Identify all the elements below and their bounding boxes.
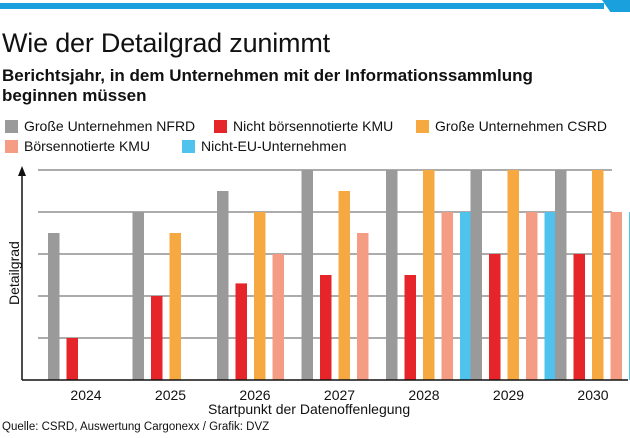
source-note: Quelle: CSRD, Auswertung Cargonexx / Gra… bbox=[2, 421, 270, 433]
bar bbox=[610, 212, 622, 380]
legend-label: Nicht börsennotierte KMU bbox=[233, 118, 394, 134]
bar bbox=[592, 170, 604, 380]
x-tick-labels: 2024 2025 2026 2027 2028 2029 2030 bbox=[70, 387, 608, 403]
bar bbox=[151, 296, 163, 380]
bar bbox=[272, 254, 284, 380]
bar bbox=[357, 233, 369, 380]
bar bbox=[169, 233, 181, 380]
bar bbox=[404, 275, 416, 380]
bar-chart: 2024 2025 2026 2027 2028 2029 2030 Startpunkt … bbox=[6, 166, 630, 417]
legend-item-nfrd: Große Unternehmen NFRD bbox=[5, 118, 195, 134]
accent-flag bbox=[602, 0, 630, 12]
accent-band bbox=[0, 3, 604, 9]
bar bbox=[235, 283, 247, 380]
chart-title: Wie der Detailgrad zunimmt bbox=[2, 28, 330, 58]
bar bbox=[544, 212, 556, 380]
axes bbox=[18, 166, 628, 381]
top-accent-bar bbox=[0, 0, 630, 12]
legend-label: Börsennotierte KMU bbox=[24, 138, 151, 154]
bar bbox=[66, 338, 78, 380]
bar bbox=[441, 212, 453, 380]
bars bbox=[48, 170, 630, 380]
legend-swatch bbox=[416, 119, 429, 133]
legend-swatch bbox=[214, 119, 227, 133]
x-tick-label: 2029 bbox=[493, 387, 524, 403]
legend-item-kmu-boerse: Börsennotierte KMU bbox=[5, 138, 150, 154]
bar bbox=[301, 170, 313, 380]
legend-swatch bbox=[5, 139, 18, 153]
bar bbox=[254, 212, 266, 380]
bar bbox=[423, 170, 435, 380]
y-axis-arrow bbox=[18, 166, 26, 176]
legend-item-csrd: Große Unternehmen CSRD bbox=[416, 118, 607, 134]
bar bbox=[338, 191, 350, 380]
legend-item-kmu-nicht-boerse: Nicht börsennotierte KMU bbox=[214, 118, 393, 134]
bar bbox=[573, 254, 585, 380]
legend-label: Nicht-EU-Unternehmen bbox=[201, 138, 347, 154]
bar bbox=[460, 212, 472, 380]
bar bbox=[320, 275, 332, 380]
x-tick-label: 2028 bbox=[408, 387, 439, 403]
x-axis-label: Startpunkt der Datenoffenlegung bbox=[208, 401, 410, 417]
x-tick-label: 2030 bbox=[577, 387, 608, 403]
x-tick-label: 2027 bbox=[324, 387, 355, 403]
bar bbox=[489, 254, 501, 380]
legend: Große Unternehmen NFRD Nicht börsennotie… bbox=[0, 116, 630, 156]
legend-swatch bbox=[182, 139, 195, 153]
chart-subtitle: Berichtsjahr, in dem Unternehmen mit der… bbox=[2, 66, 533, 105]
legend-label: Große Unternehmen CSRD bbox=[435, 118, 607, 134]
legend-swatch bbox=[5, 119, 18, 133]
legend-label: Große Unternehmen NFRD bbox=[24, 118, 196, 134]
bar bbox=[132, 212, 144, 380]
bar bbox=[526, 212, 538, 380]
x-tick-label: 2026 bbox=[239, 387, 270, 403]
legend-item-nicht-eu: Nicht-EU-Unternehmen bbox=[182, 138, 347, 154]
x-tick-label: 2025 bbox=[155, 387, 186, 403]
bar bbox=[507, 170, 519, 380]
bar bbox=[48, 233, 60, 380]
bar bbox=[386, 170, 398, 380]
y-axis-label: Detailgrad bbox=[6, 241, 22, 305]
x-tick-label: 2024 bbox=[70, 387, 101, 403]
bar bbox=[470, 170, 482, 380]
bar bbox=[217, 191, 229, 380]
bar bbox=[555, 170, 567, 380]
